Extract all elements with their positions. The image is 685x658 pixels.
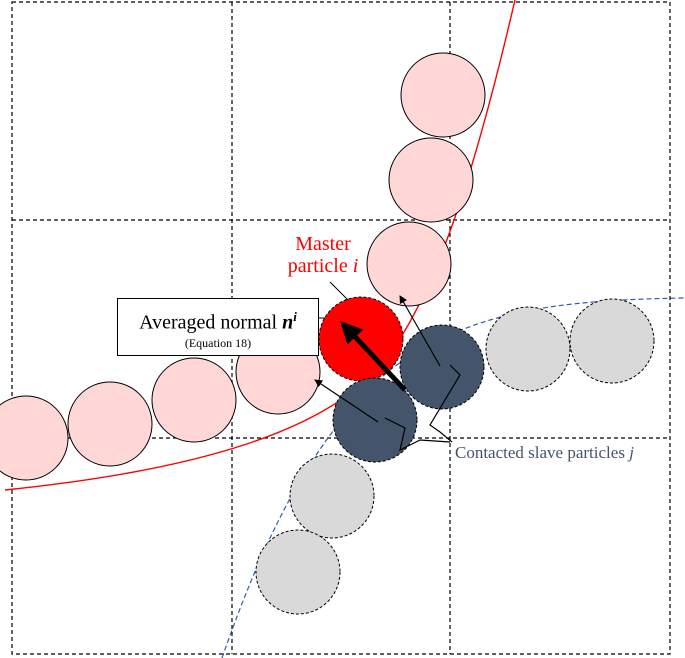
equation-reference: (Equation 18): [184, 335, 252, 350]
slave-label-symbol: j: [629, 443, 634, 462]
slave-particle: [255, 529, 341, 615]
averaged-normal-symbol: n: [282, 311, 294, 334]
master-particle: [151, 357, 237, 443]
master-particle: [0, 395, 69, 481]
grid-frame: [11, 1, 671, 655]
master-particle: [366, 221, 452, 307]
contacted-slave-particle: [399, 324, 485, 410]
master-label-symbol: i: [352, 255, 359, 277]
master-label-word: particle: [287, 255, 348, 277]
master-particle: [388, 137, 474, 223]
averaged-normal-label-box: Averaged normal ni (Equation 18): [117, 298, 319, 356]
slave-particle: [569, 298, 655, 384]
averaged-normal-superscript: i: [293, 309, 297, 324]
averaged-normal-arrow: [340, 321, 407, 392]
slave-brace-lower: [384, 417, 451, 452]
averaged-normal-text: Averaged normal: [139, 311, 278, 334]
master-label-line2: particle i: [268, 255, 378, 277]
slave-label-text: Contacted slave particles: [455, 443, 625, 462]
slave-particle: [485, 306, 571, 392]
normal-arrow: [314, 379, 379, 423]
master-particle-label: Master particle i: [268, 233, 378, 277]
slave-particles-label: Contacted slave particles j: [455, 443, 634, 463]
normal-arrow: [399, 295, 441, 367]
averaged-normal-label: Averaged normal ni: [118, 309, 318, 335]
master-particle: [400, 52, 486, 138]
slave-brace-upper: [429, 364, 461, 443]
master-particle: [67, 381, 153, 467]
slave-particle: [289, 453, 375, 539]
master-label-leader: [329, 281, 349, 301]
master-label-line1: Master: [295, 233, 351, 255]
master-particle-i: [318, 296, 404, 382]
